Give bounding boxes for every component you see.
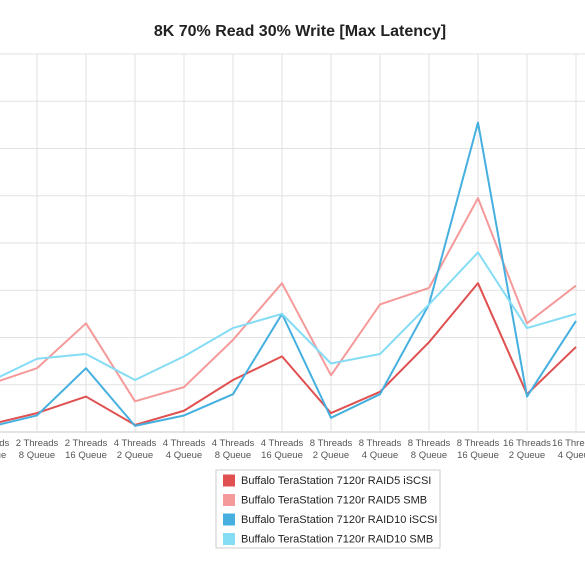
series-line <box>0 251 577 382</box>
x-tick-label: 4 Threads 16 Queue <box>261 438 304 461</box>
legend-label[interactable]: Buffalo TeraStation 7120r RAID10 SMB <box>241 534 433 546</box>
legend-label[interactable]: Buffalo TeraStation 7120r RAID5 SMB <box>241 495 427 507</box>
x-tick-label: 2 Threads 16 Queue <box>65 438 108 461</box>
chart-title: 8K 70% Read 30% Write [Max Latency] <box>154 23 446 40</box>
legend-label[interactable]: Buffalo TeraStation 7120r RAID10 iSCSI <box>241 514 438 526</box>
x-tick-label: 4 Threads 8 Queue <box>212 438 255 461</box>
legend-label[interactable]: Buffalo TeraStation 7120r RAID5 iSCSI <box>241 475 431 487</box>
x-tick-label: 4 Threads 2 Queue <box>114 438 157 461</box>
x-tick-label: 4 Threads 4 Queue <box>163 438 206 461</box>
legend-swatch[interactable] <box>223 533 235 545</box>
legend-swatch[interactable] <box>223 494 235 506</box>
x-tick-label: 8 Threads 2 Queue <box>310 438 353 461</box>
legend-box <box>215 469 441 549</box>
grid <box>0 53 585 433</box>
legend-swatch[interactable] <box>223 513 235 526</box>
x-tick-label: 8 Threads 8 Queue <box>408 438 451 461</box>
x-tick-label: 8 Threads 4 Queue <box>359 438 402 461</box>
x-tick-label: 8 Threads 16 Queue <box>457 438 500 461</box>
series-lines <box>0 121 577 427</box>
legend[interactable]: Buffalo TeraStation 7120r RAID5 iSCSI Buf… <box>215 469 441 549</box>
series-line <box>0 197 577 403</box>
x-tick-label: 2 Threads 8 Queue <box>16 438 59 461</box>
series-line <box>0 282 577 426</box>
x-tick-label: 16 Threads 2 Queue <box>503 438 551 461</box>
legend-swatch[interactable] <box>223 474 235 487</box>
